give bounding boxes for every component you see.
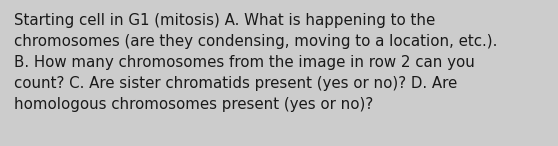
- Text: Starting cell in G1 (mitosis) A. What is happening to the
chromosomes (are they : Starting cell in G1 (mitosis) A. What is…: [14, 13, 497, 112]
